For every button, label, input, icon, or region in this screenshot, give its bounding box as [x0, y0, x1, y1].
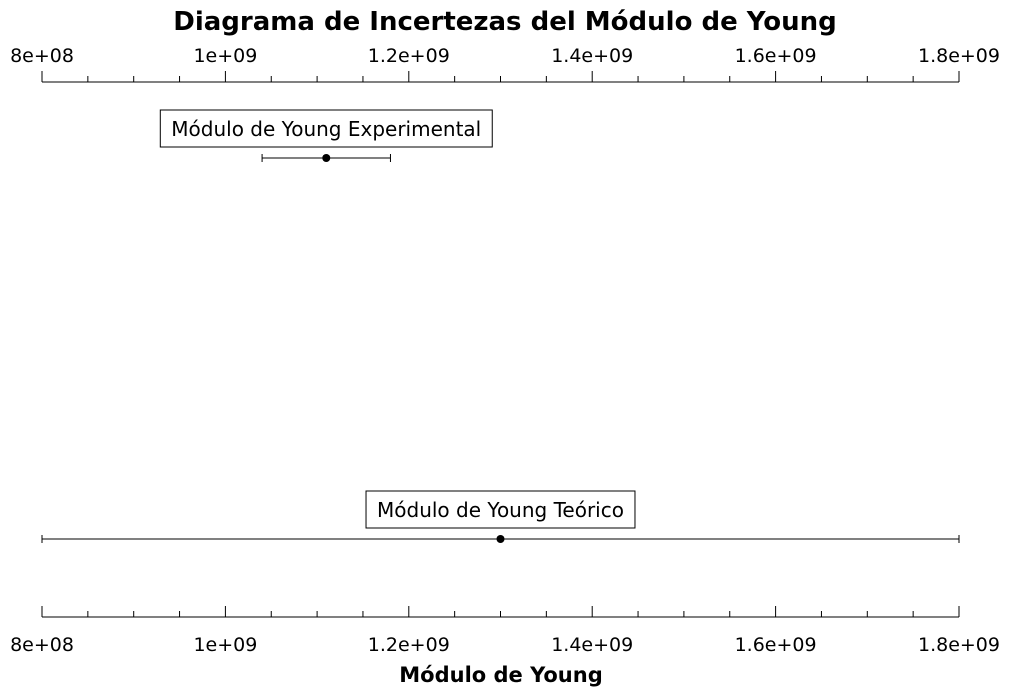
- series-layer: Módulo de Young Experimental Módulo de Yo…: [41, 109, 960, 543]
- top-axis-tick-label: 1.4e+09: [551, 45, 633, 67]
- bottom-axis-tick-label: 1.6e+09: [735, 634, 817, 656]
- bottom-axis: 8e+08 1e+09 1.2e+09 1.4e+09 1.6e+09 1.8e+09: [10, 606, 1000, 656]
- bottom-axis-tick-label: 1.4e+09: [551, 634, 633, 656]
- bottom-axis-tick-label: 8e+08: [10, 634, 74, 656]
- top-axis-tick-label: 1.2e+09: [368, 45, 450, 67]
- top-axis-tick-label: 1e+09: [193, 45, 257, 67]
- series-label: Módulo de Young Teórico: [377, 498, 624, 522]
- x-axis-label: Módulo de Young: [399, 663, 602, 687]
- annotation-box: [159, 109, 493, 148]
- annotation-box: [365, 490, 636, 529]
- data-point: [496, 535, 505, 543]
- top-axis: 8e+08 1e+09 1.2e+09 1.4e+09 1.6e+09 1.8e+09: [10, 45, 1000, 83]
- bottom-axis-tick-label: 1.2e+09: [368, 634, 450, 656]
- top-axis-tick-label: 8e+08: [10, 45, 74, 67]
- bottom-axis-tick-label: 1e+09: [193, 634, 257, 656]
- top-axis-tick-label: 1.6e+09: [735, 45, 817, 67]
- bottom-axis-tick-label: 1.8e+09: [918, 634, 1000, 656]
- chart-title: Diagrama de Incertezas del Módulo de You…: [173, 7, 836, 37]
- series-label: Módulo de Young Experimental: [171, 117, 481, 141]
- top-axis-tick-label: 1.8e+09: [918, 45, 1000, 67]
- data-point: [322, 154, 331, 162]
